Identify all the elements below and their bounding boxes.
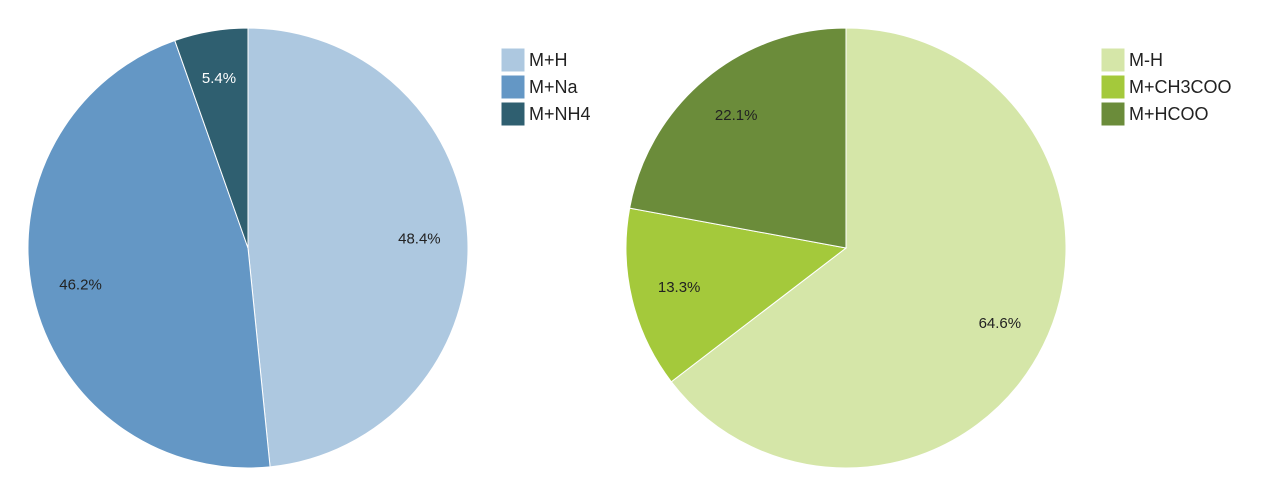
data-label: 46.2% [59, 276, 102, 293]
legend-swatch [1100, 74, 1126, 100]
legend-swatch [500, 74, 526, 100]
legend-label: M+H [529, 50, 568, 70]
legend-swatch [1100, 101, 1126, 127]
legend-label: M+HCOO [1129, 104, 1209, 124]
legend-swatch [500, 101, 526, 127]
legend-label: M+CH3COO [1129, 77, 1232, 97]
data-label: 64.6% [979, 315, 1022, 332]
legend-swatch [500, 47, 526, 73]
data-label: 13.3% [658, 279, 701, 296]
data-label: 5.4% [202, 70, 236, 87]
pie-slice [27, 39, 271, 469]
legend-swatch [1100, 47, 1126, 73]
pie-slice [670, 27, 1067, 469]
data-label: 48.4% [398, 230, 441, 247]
pie-slice [174, 27, 249, 249]
legend-label: M-H [1129, 50, 1163, 70]
pie-slice [629, 27, 847, 249]
legend-label: M+NH4 [529, 104, 591, 124]
data-label: 22.1% [715, 107, 758, 124]
pie-slice [625, 207, 848, 383]
pie-slice [247, 27, 469, 468]
legend-label: M+Na [529, 77, 579, 97]
